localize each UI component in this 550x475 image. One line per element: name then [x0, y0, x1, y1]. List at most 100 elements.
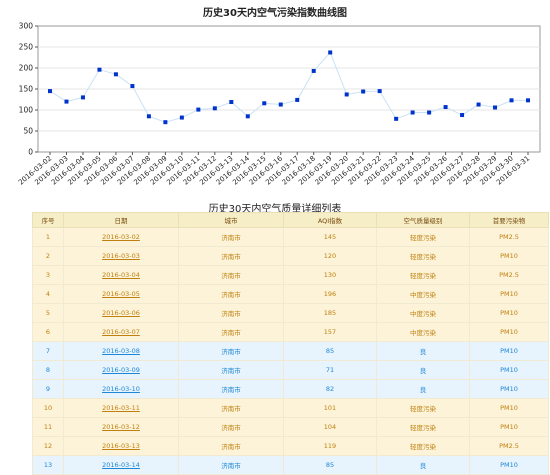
cell-pollutant: PM10 [469, 360, 549, 380]
data-point [311, 68, 316, 73]
table-row: 6 2016-03-07 济南市 157 中度污染 PM10 [32, 322, 549, 342]
cell-pollutant: PM10 [469, 322, 549, 342]
cell-aqi: 185 [283, 303, 377, 323]
date-link[interactable]: 2016-03-05 [102, 290, 140, 298]
cell-date[interactable]: 2016-03-05 [63, 284, 179, 304]
cell-level: 中度污染 [376, 322, 470, 342]
y-tick-label: 250 [19, 43, 34, 52]
table-row: 13 2016-03-14 济南市 85 良 PM10 [32, 455, 549, 475]
cell-aqi: 85 [283, 455, 377, 475]
data-point [262, 101, 267, 106]
y-tick-label: 150 [19, 85, 34, 94]
data-point [229, 100, 234, 105]
date-link[interactable]: 2016-03-03 [102, 252, 140, 260]
date-link[interactable]: 2016-03-12 [102, 423, 140, 431]
data-point [245, 114, 250, 119]
cell-no: 5 [32, 303, 64, 323]
y-tick-label: 200 [19, 64, 34, 73]
date-link[interactable]: 2016-03-08 [102, 347, 140, 355]
data-point [80, 95, 85, 100]
cell-city: 济南市 [178, 398, 284, 418]
cell-date[interactable]: 2016-03-07 [63, 322, 179, 342]
cell-city: 济南市 [178, 379, 284, 399]
date-link[interactable]: 2016-03-06 [102, 309, 140, 317]
cell-date[interactable]: 2016-03-11 [63, 398, 179, 418]
cell-city: 济南市 [178, 360, 284, 380]
cell-level: 轻度污染 [376, 417, 470, 437]
date-link[interactable]: 2016-03-10 [102, 385, 140, 393]
data-point [427, 110, 432, 115]
cell-city: 济南市 [178, 303, 284, 323]
chart-title: 历史30天内空气污染指数曲线图 [203, 8, 347, 19]
cell-pollutant: PM10 [469, 379, 549, 399]
cell-aqi: 85 [283, 341, 377, 361]
table-header-row: 序号 日期 城市 AQI指数 空气质量级别 首要污染物 [32, 212, 549, 228]
date-link[interactable]: 2016-03-09 [102, 366, 140, 374]
data-point [146, 114, 151, 119]
cell-no: 7 [32, 341, 64, 361]
cell-pollutant: PM10 [469, 455, 549, 475]
cell-aqi: 119 [283, 436, 377, 456]
cell-date[interactable]: 2016-03-04 [63, 265, 179, 285]
table-row: 3 2016-03-04 济南市 130 轻度污染 PM2.5 [32, 265, 549, 285]
cell-date[interactable]: 2016-03-14 [63, 455, 179, 475]
cell-date[interactable]: 2016-03-09 [63, 360, 179, 380]
cell-city: 济南市 [178, 341, 284, 361]
data-point [295, 97, 300, 102]
data-point [196, 107, 201, 112]
data-point [377, 89, 382, 94]
cell-aqi: 101 [283, 398, 377, 418]
cell-no: 12 [32, 436, 64, 456]
aqi-detail-table: 序号 日期 城市 AQI指数 空气质量级别 首要污染物 1 2016-03-02 济… [32, 212, 549, 475]
cell-date[interactable]: 2016-03-03 [63, 246, 179, 266]
cell-city: 济南市 [178, 436, 284, 456]
cell-aqi: 104 [283, 417, 377, 437]
cell-level: 中度污染 [376, 303, 470, 323]
cell-date[interactable]: 2016-03-12 [63, 417, 179, 437]
date-link[interactable]: 2016-03-07 [102, 328, 140, 336]
y-tick-label: 300 [19, 22, 34, 31]
cell-date[interactable]: 2016-03-10 [63, 379, 179, 399]
header-city: 城市 [178, 212, 284, 228]
cell-pollutant: PM2.5 [469, 436, 549, 456]
data-point [394, 116, 399, 121]
cell-city: 济南市 [178, 322, 284, 342]
header-aqi: AQI指数 [283, 212, 377, 228]
header-no: 序号 [32, 212, 64, 228]
table-row: 7 2016-03-08 济南市 85 良 PM10 [32, 341, 549, 361]
data-point [361, 89, 366, 94]
data-point [344, 92, 349, 97]
y-tick-label: 0 [28, 148, 33, 157]
cell-date[interactable]: 2016-03-06 [63, 303, 179, 323]
cell-no: 10 [32, 398, 64, 418]
cell-date[interactable]: 2016-03-02 [63, 227, 179, 247]
cell-city: 济南市 [178, 246, 284, 266]
table-row: 10 2016-03-11 济南市 101 轻度污染 PM10 [32, 398, 549, 418]
date-link[interactable]: 2016-03-13 [102, 442, 140, 450]
date-link[interactable]: 2016-03-04 [102, 271, 140, 279]
cell-level: 良 [376, 360, 470, 380]
cell-city: 济南市 [178, 265, 284, 285]
data-point [460, 113, 465, 118]
data-point [328, 50, 333, 55]
cell-pollutant: PM10 [469, 417, 549, 437]
cell-pollutant: PM2.5 [469, 265, 549, 285]
cell-date[interactable]: 2016-03-13 [63, 436, 179, 456]
date-link[interactable]: 2016-03-14 [102, 461, 140, 469]
date-link[interactable]: 2016-03-02 [102, 233, 140, 241]
data-point [179, 115, 184, 120]
cell-level: 轻度污染 [376, 398, 470, 418]
cell-no: 2 [32, 246, 64, 266]
date-link[interactable]: 2016-03-11 [102, 404, 140, 412]
cell-aqi: 130 [283, 265, 377, 285]
cell-no: 9 [32, 379, 64, 399]
data-point [509, 98, 514, 103]
table-row: 5 2016-03-06 济南市 185 中度污染 PM10 [32, 303, 549, 323]
data-point [212, 106, 217, 111]
data-point [526, 98, 530, 103]
cell-date[interactable]: 2016-03-08 [63, 341, 179, 361]
cell-no: 1 [32, 227, 64, 247]
cell-no: 13 [32, 455, 64, 475]
cell-aqi: 145 [283, 227, 377, 247]
cell-pollutant: PM10 [469, 398, 549, 418]
